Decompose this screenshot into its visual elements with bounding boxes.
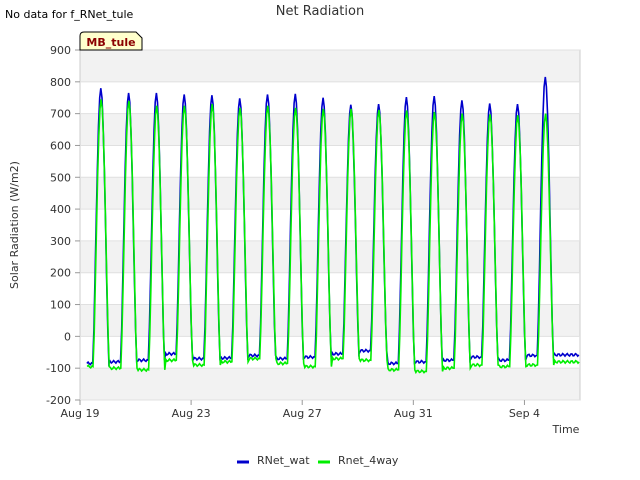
- plot-band: [80, 81, 580, 114]
- series-lines: [86, 76, 580, 375]
- y-tick-label: 400: [50, 203, 71, 216]
- series-line-rnet_4way: [86, 99, 580, 375]
- legend-label: Rnet_4way: [338, 454, 399, 467]
- no-data-note: No data for f_RNet_tule: [5, 8, 134, 21]
- y-tick-label: 0: [64, 330, 71, 343]
- plot-band: [80, 240, 580, 273]
- y-tick-label: 600: [50, 139, 71, 152]
- legend: RNet_wat Rnet_4way: [237, 454, 399, 467]
- y-tick-label: 500: [50, 171, 71, 184]
- x-tick-label: Aug 19: [61, 407, 100, 420]
- plot-band: [80, 368, 580, 400]
- y-axis-label: Solar Radiation (W/m2): [8, 161, 21, 289]
- x-axis-label: Time: [552, 423, 580, 436]
- y-tick-label: 200: [50, 267, 71, 280]
- x-tick-label: Aug 27: [283, 407, 322, 420]
- plot-band: [80, 50, 580, 82]
- y-tick-label: 300: [50, 235, 71, 248]
- plot-band: [80, 177, 580, 210]
- legend-label: RNet_wat: [257, 454, 310, 467]
- plot-band: [80, 113, 580, 146]
- x-tick-label: Aug 31: [394, 407, 433, 420]
- y-tick-label: 900: [50, 44, 71, 57]
- x-tick-label: Aug 23: [172, 407, 211, 420]
- site-badge-label: MB_tule: [86, 36, 135, 49]
- chart-title: Net Radiation: [276, 4, 364, 19]
- plot-band: [80, 209, 580, 241]
- x-tick-label: Sep 4: [509, 407, 540, 420]
- y-axis: -200 -100 0 100 200 300 400 500 600 700 800 900: [46, 44, 580, 407]
- site-badge: MB_tule: [79, 31, 143, 51]
- x-axis: Aug 19 Aug 23 Aug 27 Aug 31 Sep 4: [61, 400, 540, 420]
- y-tick-label: 700: [50, 108, 71, 121]
- y-tick-label: 800: [50, 76, 71, 89]
- y-tick-label: -100: [46, 362, 71, 375]
- plot-band: [80, 145, 580, 178]
- y-tick-label: -200: [46, 394, 71, 407]
- y-tick-label: 100: [50, 299, 71, 312]
- site-badge-box: [79, 31, 143, 51]
